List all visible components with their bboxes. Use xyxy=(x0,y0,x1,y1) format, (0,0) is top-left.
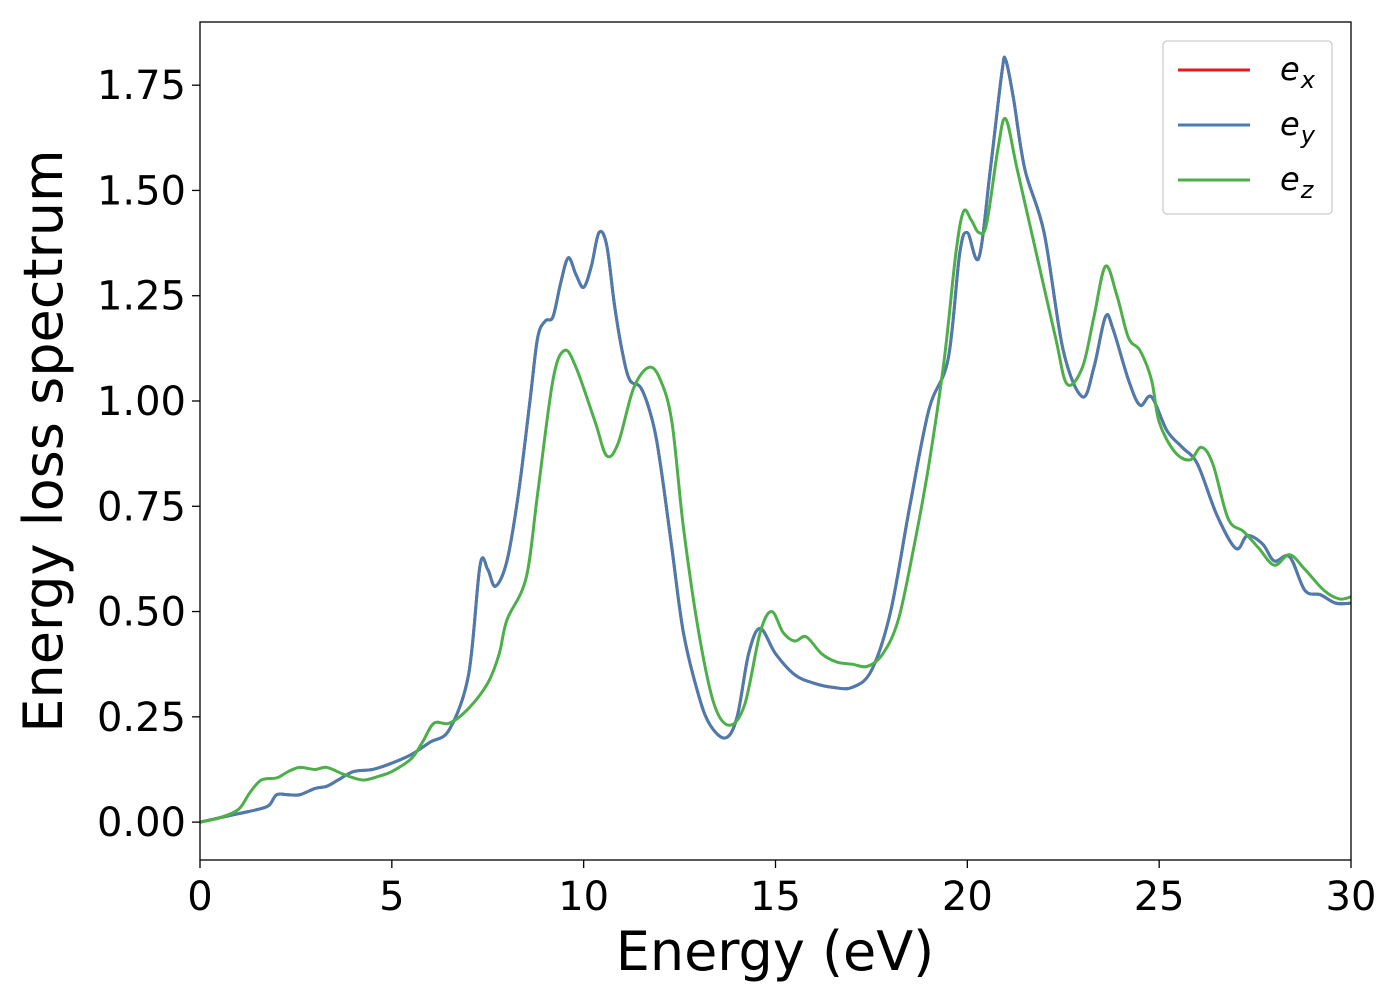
legend-label-e-y: ey xyxy=(1280,105,1316,149)
y-tick-label: 1.25 xyxy=(97,274,186,320)
legend-label-e-x: ex xyxy=(1280,50,1316,94)
legend-label-subscript: z xyxy=(1300,176,1315,204)
legend-label-subscript: x xyxy=(1300,66,1316,94)
y-tick-label: 0.00 xyxy=(97,800,186,846)
y-tick-label: 1.00 xyxy=(97,379,186,425)
legend-label-base: e xyxy=(1280,105,1300,143)
y-tick-label: 1.50 xyxy=(97,168,186,214)
x-tick-label: 5 xyxy=(379,874,404,920)
series-layer xyxy=(200,55,1351,824)
y-tick-label: 0.75 xyxy=(97,484,186,530)
x-tick-label: 15 xyxy=(750,874,801,920)
legend-label-subscript: y xyxy=(1300,121,1316,149)
x-tick-label: 30 xyxy=(1326,874,1377,920)
x-tick-label: 20 xyxy=(942,874,993,920)
series-line-e-y xyxy=(200,55,1351,824)
y-axis: 0.00 0.25 0.50 0.75 1.00 1.25 1.50 1.75 xyxy=(97,63,200,846)
x-tick-label: 25 xyxy=(1134,874,1185,920)
x-tick-label: 10 xyxy=(558,874,609,920)
y-tick-label: 0.25 xyxy=(97,695,186,741)
legend-label-base: e xyxy=(1280,50,1300,88)
legend-label-base: e xyxy=(1280,160,1300,198)
x-axis-label: Energy (eV) xyxy=(616,920,935,983)
legend-label-e-z: ez xyxy=(1280,160,1315,204)
y-axis-label: Energy loss spectrum xyxy=(12,149,75,732)
x-axis: 0 5 10 15 20 25 30 xyxy=(187,860,1376,920)
y-tick-label: 1.75 xyxy=(97,63,186,109)
legend-box xyxy=(1162,40,1333,215)
series-line-e-z xyxy=(200,116,1351,824)
x-tick-label: 0 xyxy=(187,874,212,920)
y-tick-label: 0.50 xyxy=(97,590,186,636)
